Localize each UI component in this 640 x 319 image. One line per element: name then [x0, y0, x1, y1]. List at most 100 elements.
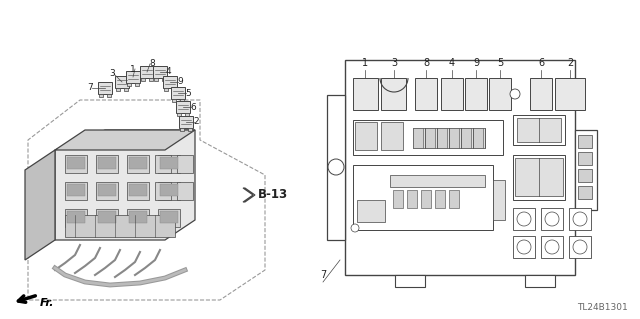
Bar	[461, 128, 471, 148]
Bar	[449, 190, 459, 208]
Bar	[127, 83, 131, 86]
Bar	[381, 78, 406, 110]
Polygon shape	[55, 130, 195, 150]
Text: 8: 8	[423, 58, 429, 68]
Bar	[135, 83, 139, 86]
Text: 8: 8	[149, 60, 155, 69]
Bar	[355, 122, 377, 150]
Bar	[115, 76, 129, 88]
Bar	[353, 165, 493, 230]
Text: 2: 2	[193, 117, 199, 127]
Bar	[160, 211, 178, 223]
Bar	[98, 82, 112, 94]
Bar	[180, 128, 184, 131]
Circle shape	[545, 212, 559, 226]
Polygon shape	[65, 182, 87, 200]
Bar	[162, 78, 166, 81]
Bar	[569, 236, 591, 258]
Bar	[98, 184, 116, 196]
Bar	[172, 99, 176, 102]
Bar	[164, 88, 168, 91]
Bar	[437, 128, 447, 148]
Text: 1: 1	[362, 58, 368, 68]
Bar	[180, 99, 184, 102]
Bar	[541, 208, 563, 230]
Bar	[353, 120, 503, 155]
Bar	[171, 87, 185, 99]
Polygon shape	[158, 182, 180, 200]
Bar	[129, 157, 147, 169]
Bar	[578, 169, 592, 182]
Text: 6: 6	[538, 58, 544, 68]
Bar	[327, 95, 345, 240]
Polygon shape	[65, 209, 87, 227]
Bar	[160, 157, 178, 169]
Bar	[425, 128, 435, 148]
Bar	[393, 190, 403, 208]
Polygon shape	[158, 209, 180, 227]
Bar	[515, 158, 563, 196]
Bar	[413, 128, 485, 148]
Bar	[176, 101, 190, 113]
Text: 9: 9	[473, 58, 479, 68]
Bar	[116, 88, 120, 91]
Text: 4: 4	[449, 58, 455, 68]
Text: 2: 2	[567, 58, 573, 68]
Bar	[541, 236, 563, 258]
Bar	[185, 113, 189, 116]
Bar	[172, 88, 176, 91]
Text: TL24B1301: TL24B1301	[577, 303, 628, 312]
Circle shape	[351, 224, 359, 232]
Bar	[513, 236, 535, 258]
Text: 3: 3	[109, 70, 115, 78]
Polygon shape	[25, 150, 55, 260]
Bar	[129, 211, 147, 223]
Bar	[98, 211, 116, 223]
Text: 3: 3	[391, 58, 397, 68]
Bar	[530, 78, 552, 110]
Bar	[435, 190, 445, 208]
Bar	[493, 180, 505, 220]
Polygon shape	[155, 155, 171, 173]
Polygon shape	[96, 209, 118, 227]
Bar	[124, 88, 128, 91]
Bar	[415, 78, 437, 110]
Bar	[141, 78, 145, 81]
Bar	[163, 76, 177, 88]
Bar	[153, 66, 167, 78]
Polygon shape	[96, 182, 118, 200]
Polygon shape	[55, 130, 195, 240]
Bar	[489, 78, 511, 110]
Bar	[107, 94, 111, 97]
Bar	[345, 60, 575, 275]
Text: 7: 7	[87, 84, 93, 93]
Bar	[154, 78, 158, 81]
Bar	[517, 118, 561, 142]
Bar	[149, 78, 153, 81]
Bar	[407, 190, 417, 208]
Circle shape	[328, 159, 344, 175]
Bar	[179, 116, 193, 128]
Polygon shape	[127, 209, 149, 227]
Text: Fr.: Fr.	[40, 298, 54, 308]
Bar	[390, 175, 485, 187]
Circle shape	[545, 240, 559, 254]
Bar	[67, 157, 85, 169]
Circle shape	[573, 240, 587, 254]
Bar	[569, 208, 591, 230]
Bar	[67, 184, 85, 196]
Text: 9: 9	[177, 78, 183, 86]
Bar	[140, 66, 154, 78]
Bar	[513, 115, 565, 145]
Bar	[578, 135, 592, 148]
Circle shape	[517, 240, 531, 254]
Bar	[177, 113, 181, 116]
Bar	[381, 122, 403, 150]
Bar	[421, 190, 431, 208]
Circle shape	[573, 212, 587, 226]
Polygon shape	[177, 182, 193, 200]
Polygon shape	[96, 155, 118, 173]
Polygon shape	[243, 188, 255, 202]
Bar	[513, 208, 535, 230]
Bar	[357, 200, 385, 222]
